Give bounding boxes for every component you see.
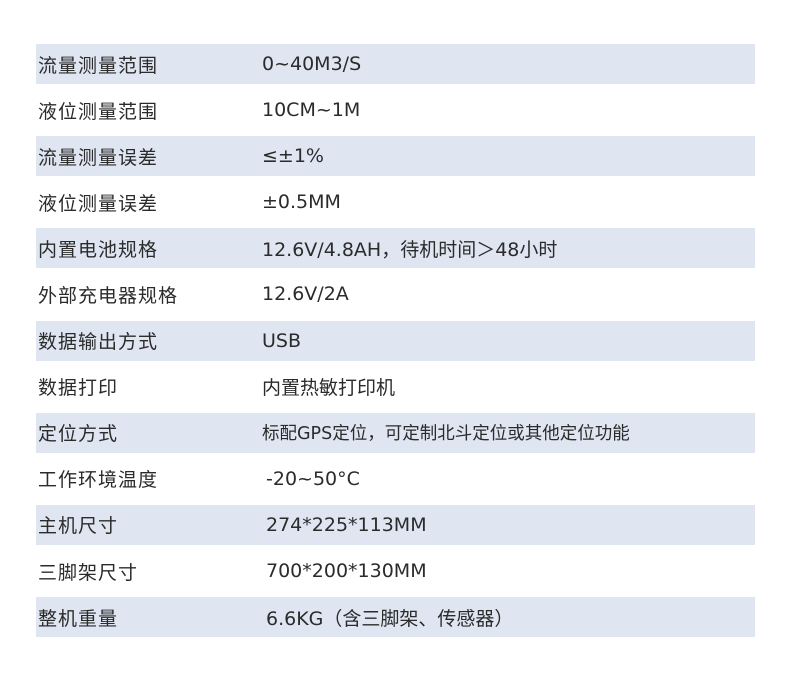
- table-row: 内置电池规格 12.6V/4.8AH，待机时间＞48小时: [36, 228, 755, 269]
- spec-value: 10CM~1M: [262, 99, 361, 122]
- spec-value: 12.6V/2A: [262, 283, 349, 306]
- spec-label: 外部充电器规格: [38, 284, 179, 307]
- spec-label: 数据输出方式: [38, 331, 159, 354]
- table-row: 主机尺寸 274*225*113MM: [36, 504, 755, 545]
- spec-value: 274*225*113MM: [266, 513, 427, 536]
- spec-value: 12.6V/4.8AH，待机时间＞48小时: [262, 238, 558, 261]
- spec-label: 液位测量误差: [38, 192, 159, 215]
- spec-value: 0~40M3/S: [262, 53, 362, 75]
- spec-label: 整机重量: [38, 607, 119, 630]
- spec-value: 内置热敏打印机: [262, 377, 396, 400]
- table-row: 数据输出方式 USB: [36, 320, 755, 361]
- table-row: 液位测量范围 10CM~1M: [36, 90, 755, 130]
- spec-label: 内置电池规格: [38, 238, 159, 261]
- table-row: 流量测量范围 0~40M3/S: [36, 44, 755, 84]
- table-row: 液位测量误差 ±0.5MM: [36, 182, 755, 222]
- table-row: 工作环境温度 -20~50°C: [36, 459, 755, 499]
- spec-label: 工作环境温度: [38, 469, 159, 492]
- spec-label: 液位测量范围: [38, 100, 159, 123]
- table-row: 数据打印 内置热敏打印机: [36, 367, 755, 407]
- spec-table: 流量测量范围 0~40M3/S 液位测量范围 10CM~1M 流量测量误差 ≤±1% 液位测…: [36, 44, 755, 643]
- spec-value: -20~50°C: [266, 467, 360, 490]
- spec-value: ±0.5MM: [262, 191, 341, 214]
- spec-value: 标配GPS定位，可定制北斗定位或其他定位功能: [262, 424, 630, 445]
- spec-value: 6.6KG（含三脚架、传感器）: [266, 607, 514, 630]
- spec-value: USB: [262, 329, 302, 352]
- spec-label: 主机尺寸: [38, 515, 119, 538]
- table-row: 整机重量 6.6KG（含三脚架、传感器）: [36, 597, 755, 638]
- spec-label: 流量测量误差: [38, 146, 159, 169]
- spec-value: ≤±1%: [262, 145, 324, 168]
- table-row: 三脚架尺寸 700*200*130MM: [36, 551, 755, 591]
- spec-label: 数据打印: [38, 377, 119, 400]
- spec-label: 定位方式: [38, 423, 119, 446]
- table-row: 外部充电器规格 12.6V/2A: [36, 274, 755, 314]
- table-row: 流量测量误差 ≤±1%: [36, 136, 755, 177]
- spec-value: 700*200*130MM: [266, 560, 427, 583]
- spec-label: 三脚架尺寸: [38, 561, 139, 584]
- spec-label: 流量测量范围: [38, 54, 159, 77]
- table-row: 定位方式 标配GPS定位，可定制北斗定位或其他定位功能: [36, 412, 755, 453]
